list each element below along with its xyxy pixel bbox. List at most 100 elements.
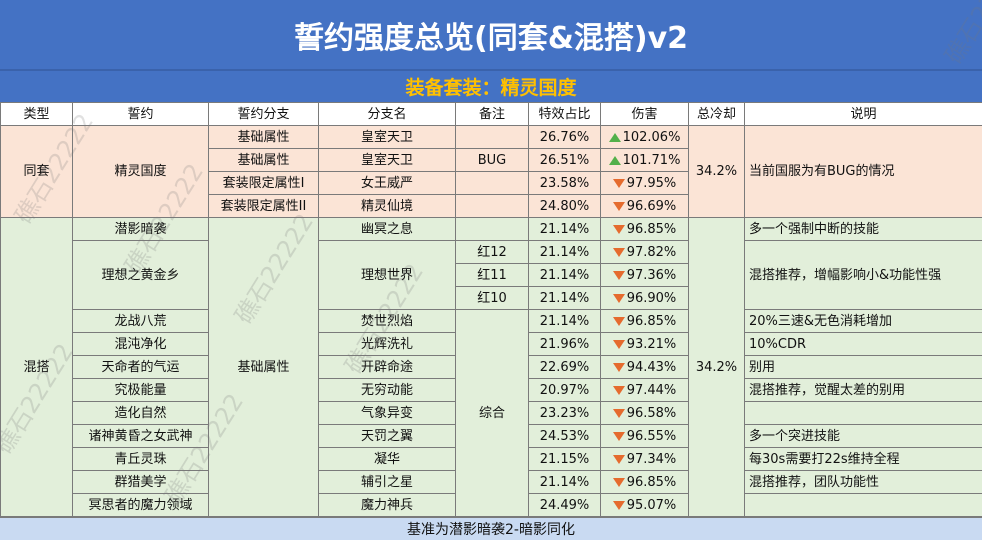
- branch-name-cell: 精灵仙境: [318, 194, 456, 218]
- header-oath: 誓约: [72, 102, 209, 126]
- down-arrow-icon: [612, 293, 625, 303]
- header-effect-pct: 特效占比: [528, 102, 601, 126]
- branch-cell: 套装限定属性II: [208, 194, 319, 218]
- effect-pct-cell: 26.51%: [528, 148, 601, 172]
- damage-value: 97.34%: [626, 451, 677, 467]
- table-row: 冥思者的魔力领域 魔力神兵 24.49% 95.07%: [1, 493, 982, 517]
- damage-cell: 96.55%: [600, 424, 689, 448]
- damage-cell: 95.07%: [600, 493, 689, 517]
- branch-cell: 基础属性: [208, 148, 319, 172]
- damage-value: 96.69%: [626, 198, 677, 214]
- damage-cell: 96.85%: [600, 470, 689, 494]
- table-row: 混沌净化 光辉洗礼 21.96% 93.21% 10%CDR: [1, 332, 982, 356]
- down-arrow-icon: [612, 224, 625, 234]
- effect-pct-cell: 21.14%: [528, 217, 601, 241]
- damage-cell: 96.85%: [600, 217, 689, 241]
- remark-cell: 红12: [455, 240, 529, 264]
- table-row: 天命者的气运 开辟命途 22.69% 94.43% 别用: [1, 355, 982, 379]
- damage-value: 96.55%: [626, 428, 677, 444]
- oath-cell: 潜影暗袭: [72, 217, 209, 241]
- damage-value: 102.06%: [622, 129, 681, 145]
- branch-name-cell: 光辉洗礼: [318, 332, 456, 356]
- effect-pct-cell: 21.14%: [528, 240, 601, 264]
- effect-pct-cell: 22.69%: [528, 355, 601, 379]
- down-arrow-icon: [612, 500, 625, 510]
- effect-pct-cell: 21.14%: [528, 263, 601, 287]
- effect-pct-cell: 23.58%: [528, 171, 601, 195]
- note-cell: 10%CDR: [744, 332, 982, 356]
- note-cell: 混搭推荐，觉醒太差的别用: [744, 378, 982, 402]
- branch-name-cell: 皇室天卫: [318, 148, 456, 172]
- branch-name-cell: 凝华: [318, 447, 456, 471]
- oath-cell: 混沌净化: [72, 332, 209, 356]
- branch-name-cell: 开辟命途: [318, 355, 456, 379]
- table-row: 究极能量 无穷动能 20.97% 97.44% 混搭推荐，觉醒太差的别用: [1, 378, 982, 402]
- effect-pct-cell: 24.80%: [528, 194, 601, 218]
- effect-pct-cell: 24.53%: [528, 424, 601, 448]
- note-cell: 当前国服为有BUG的情况: [744, 125, 982, 218]
- damage-cell: 97.95%: [600, 171, 689, 195]
- damage-cell: 96.90%: [600, 286, 689, 310]
- effect-pct-cell: 24.49%: [528, 493, 601, 517]
- header-damage: 伤害: [600, 102, 689, 126]
- branch-name-cell: 焚世烈焰: [318, 309, 456, 333]
- down-arrow-icon: [612, 431, 625, 441]
- down-arrow-icon: [612, 201, 625, 211]
- header-branch-name: 分支名: [318, 102, 456, 126]
- remark-cell: 综合: [455, 309, 529, 517]
- branch-name-cell: 无穷动能: [318, 378, 456, 402]
- damage-value: 93.21%: [626, 336, 677, 352]
- effect-pct-cell: 21.15%: [528, 447, 601, 471]
- damage-cell: 102.06%: [600, 125, 689, 149]
- table-row: 套装限定属性II 精灵仙境 24.80% 96.69%: [1, 194, 982, 218]
- remark-cell: [455, 217, 529, 241]
- down-arrow-icon: [612, 454, 625, 464]
- header-remark: 备注: [455, 102, 529, 126]
- damage-cell: 96.58%: [600, 401, 689, 425]
- type-cell: 同套: [0, 125, 73, 218]
- remark-cell: 红10: [455, 286, 529, 310]
- damage-value: 96.90%: [626, 290, 677, 306]
- damage-cell: 93.21%: [600, 332, 689, 356]
- down-arrow-icon: [612, 362, 625, 372]
- down-arrow-icon: [612, 316, 625, 326]
- damage-cell: 97.82%: [600, 240, 689, 264]
- oath-cell: 群猎美学: [72, 470, 209, 494]
- table-row: 混搭 潜影暗袭 基础属性 幽冥之息 21.14% 96.85% 34.2% 多一…: [0, 217, 982, 517]
- oath-cell: 龙战八荒: [72, 309, 209, 333]
- footer-note: 基准为潜影暗袭2-暗影同化: [0, 517, 982, 540]
- note-cell: 别用: [744, 355, 982, 379]
- damage-value: 96.85%: [626, 221, 677, 237]
- damage-value: 97.36%: [626, 267, 677, 283]
- table-row: 红11 21.14% 97.36%: [1, 263, 982, 287]
- cooldown-cell: 34.2%: [688, 217, 745, 517]
- branch-name-cell: 皇室天卫: [318, 125, 456, 149]
- type-cell: 混搭: [0, 217, 73, 517]
- oath-cell: 天命者的气运: [72, 355, 209, 379]
- down-arrow-icon: [612, 178, 625, 188]
- oath-cell: 究极能量: [72, 378, 209, 402]
- down-arrow-icon: [612, 408, 625, 418]
- damage-cell: 94.43%: [600, 355, 689, 379]
- branch-cell: 基础属性: [208, 217, 319, 517]
- oath-cell: 精灵国度: [72, 125, 209, 218]
- damage-value: 95.07%: [626, 497, 677, 513]
- header-type: 类型: [0, 102, 73, 126]
- remark-cell: [455, 194, 529, 218]
- table-header-row: 类型 誓约 誓约分支 分支名 备注 特效占比 伤害 总冷却 说明: [0, 102, 982, 126]
- page-title: 誓约强度总览(同套&混搭)v2: [0, 0, 982, 69]
- table-row: 基础属性 皇室天卫 BUG 26.51% 101.71%: [1, 148, 982, 172]
- up-arrow-icon: [608, 155, 621, 165]
- table-row: 理想之黄金乡 理想世界 红12 21.14% 97.82% 混搭推荐，增幅影响小…: [1, 240, 982, 310]
- table-row: 造化自然 气象异变 23.23% 96.58%: [1, 401, 982, 425]
- damage-value: 97.95%: [626, 175, 677, 191]
- table-row: 龙战八荒 焚世烈焰 综合 21.14% 96.85% 20%三速&无色消耗增加: [1, 309, 982, 517]
- oath-table: 类型 誓约 誓约分支 分支名 备注 特效占比 伤害 总冷却 说明 同套 精灵国度…: [0, 102, 982, 517]
- damage-cell: 97.44%: [600, 378, 689, 402]
- branch-name-cell: 气象异变: [318, 401, 456, 425]
- note-cell: 多一个突进技能: [744, 424, 982, 448]
- equipment-set-subtitle: 装备套装：精灵国度: [0, 69, 982, 102]
- damage-cell: 96.85%: [600, 309, 689, 333]
- effect-pct-cell: 21.96%: [528, 332, 601, 356]
- cooldown-cell: 34.2%: [688, 125, 745, 218]
